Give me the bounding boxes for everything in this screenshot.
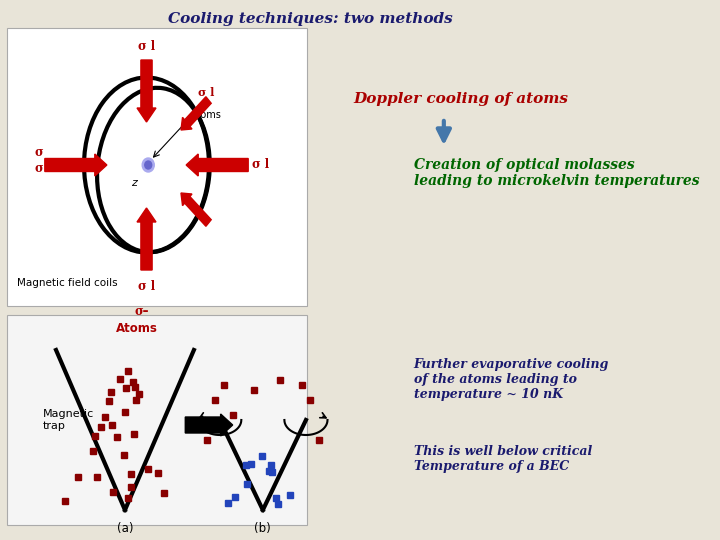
FancyArrow shape — [137, 208, 156, 270]
Text: This is well below critical
Temperature of a BEC: This is well below critical Temperature … — [414, 445, 592, 473]
Text: σ–: σ– — [135, 305, 150, 318]
Text: Creation of optical molasses
leading to microkelvin temperatures: Creation of optical molasses leading to … — [414, 158, 699, 188]
Text: Atoms: Atoms — [192, 110, 222, 120]
Text: Magnetic
trap: Magnetic trap — [43, 409, 94, 431]
Text: Further evaporative cooling
of the atoms leading to
temperature ~ 10 nK: Further evaporative cooling of the atoms… — [414, 358, 609, 401]
Text: z: z — [130, 178, 137, 188]
Text: (b): (b) — [254, 522, 271, 535]
Text: Magnetic field coils: Magnetic field coils — [17, 278, 118, 288]
FancyArrow shape — [186, 154, 248, 176]
FancyBboxPatch shape — [7, 28, 307, 306]
Text: σ l: σ l — [198, 87, 215, 98]
FancyBboxPatch shape — [7, 315, 307, 525]
FancyArrow shape — [185, 414, 233, 436]
Circle shape — [145, 161, 152, 169]
Text: (a): (a) — [117, 522, 133, 535]
FancyArrow shape — [137, 60, 156, 122]
FancyArrow shape — [181, 97, 211, 130]
Text: Atoms: Atoms — [117, 322, 158, 335]
Text: σ l: σ l — [252, 159, 269, 172]
Text: Doppler cooling of atoms: Doppler cooling of atoms — [354, 92, 569, 106]
Text: σ l: σ l — [138, 40, 155, 53]
Circle shape — [142, 158, 154, 172]
Text: σ l: σ l — [138, 280, 155, 293]
Text: Cooling techniques: two methods: Cooling techniques: two methods — [168, 12, 453, 26]
Text: σ: σ — [35, 146, 43, 159]
FancyArrow shape — [181, 193, 211, 226]
Text: σ: σ — [35, 163, 43, 176]
FancyArrow shape — [45, 154, 107, 176]
